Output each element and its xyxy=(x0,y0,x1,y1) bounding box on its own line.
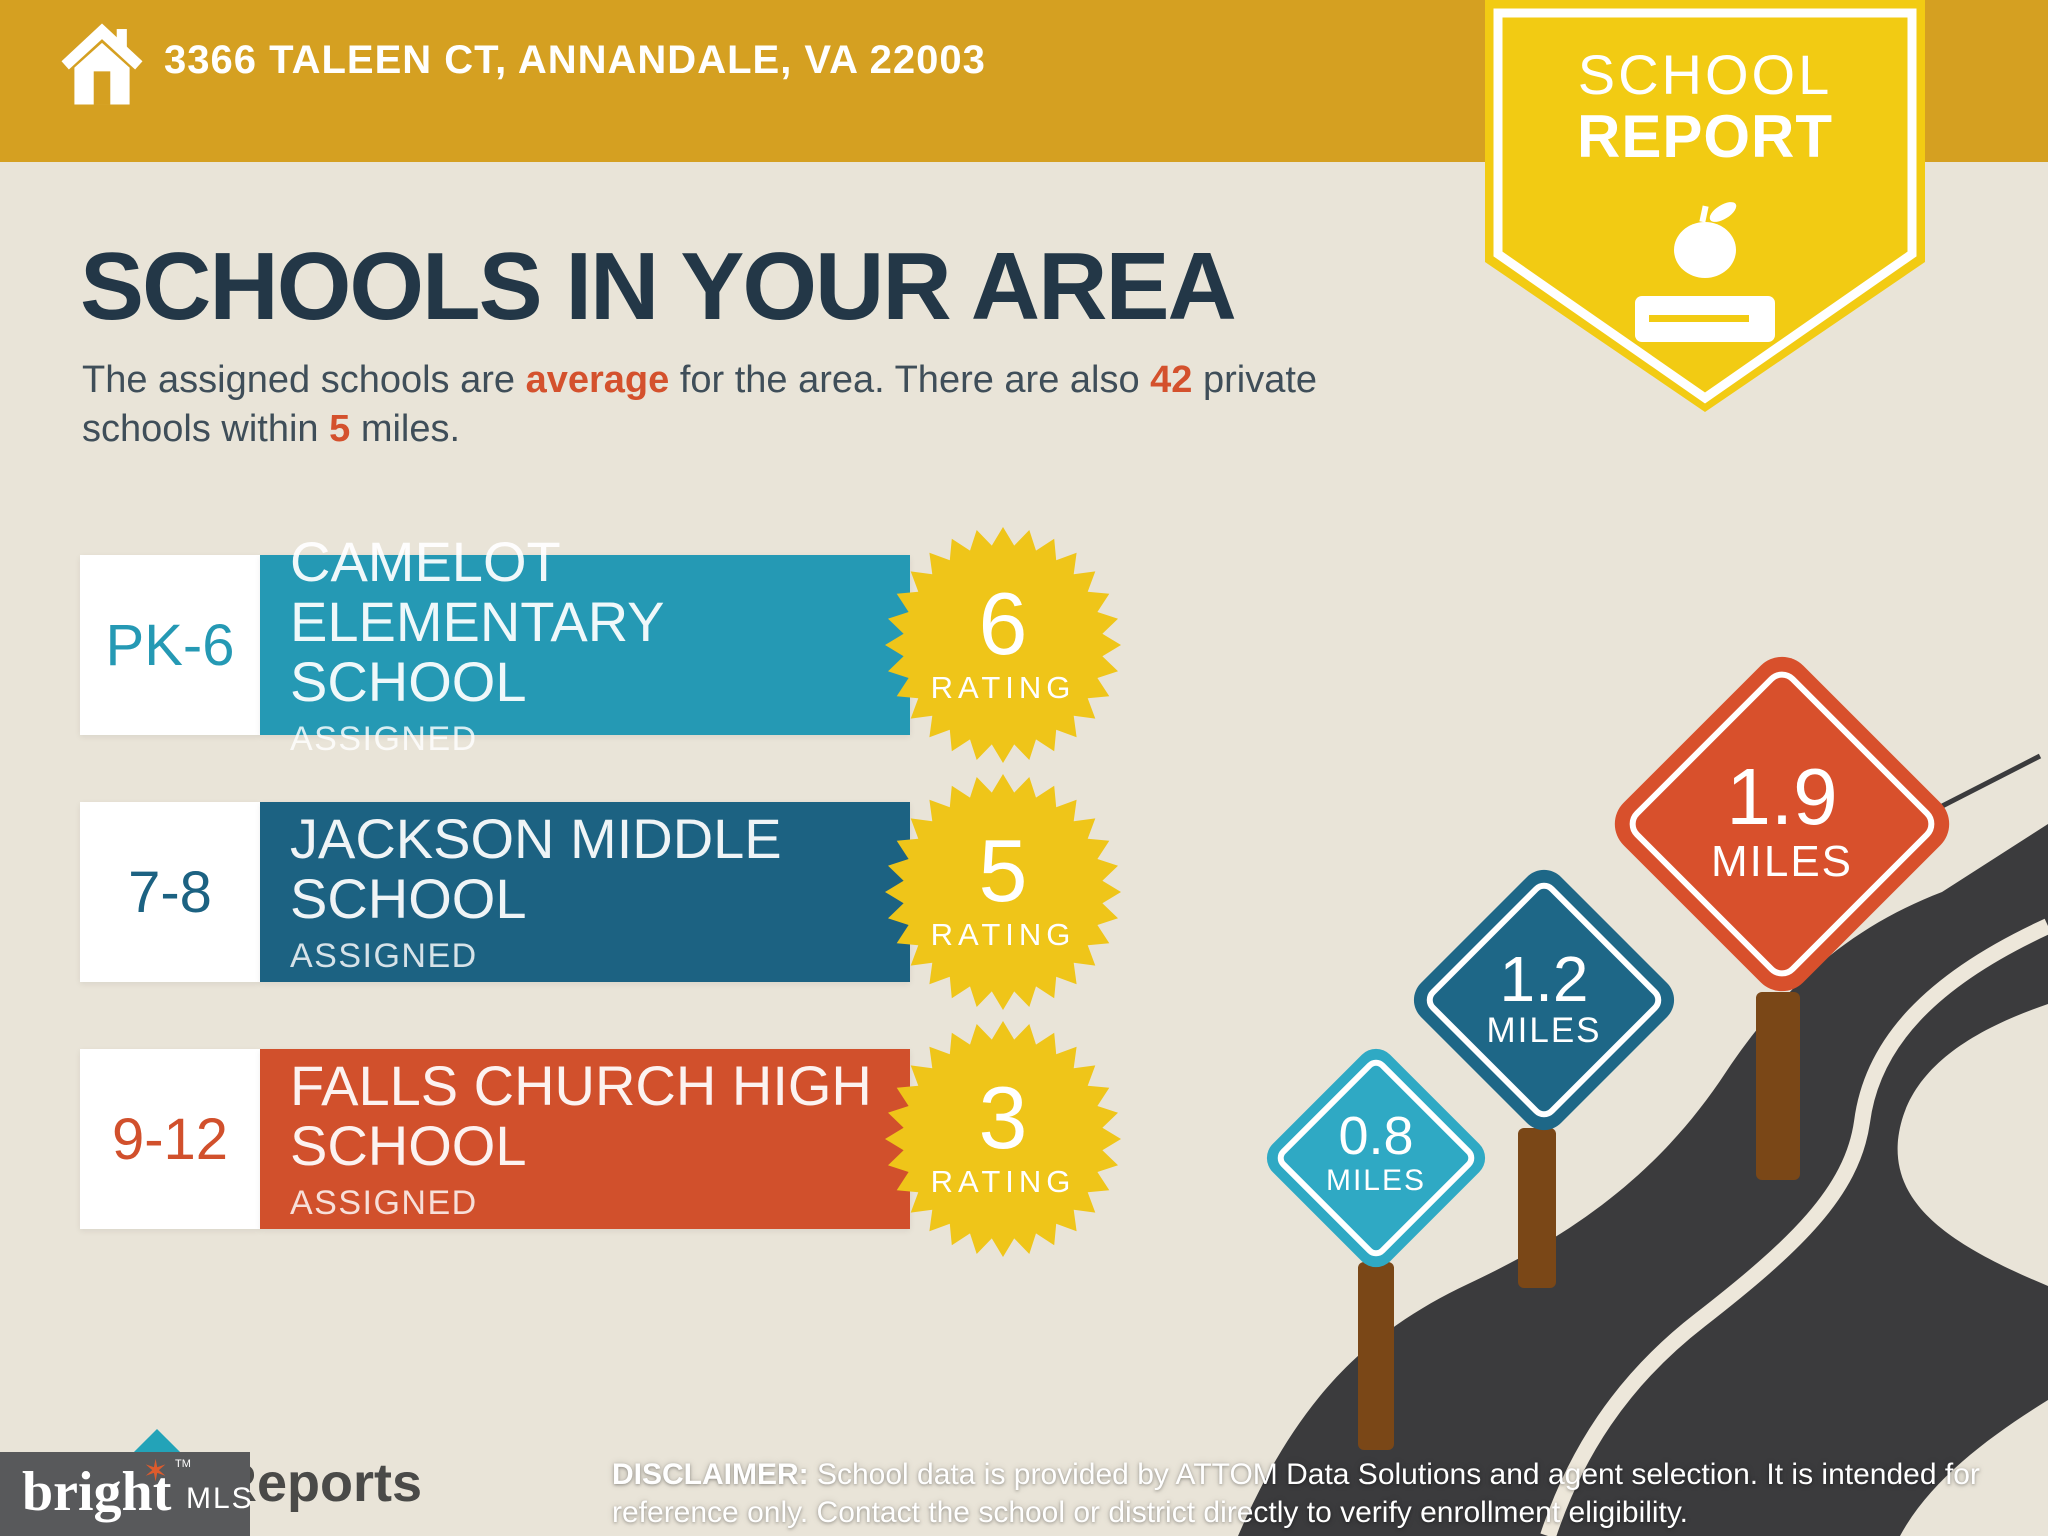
school-row-elementary: PK-6 CAMELOT ELEMENTARY SCHOOL ASSIGNED xyxy=(80,531,1140,758)
apple-on-book-icon xyxy=(1635,202,1775,342)
bright-mls-logo: bright ✶ TM MLS xyxy=(0,1452,252,1536)
rating-value: 3 xyxy=(978,1068,1028,1167)
school-report-ribbon: SCHOOL REPORT xyxy=(1485,0,1925,420)
disclaimer: DISCLAIMER: School data is provided by A… xyxy=(612,1456,2032,1532)
school-name: CAMELOT ELEMENTARY SCHOOL xyxy=(290,529,664,713)
intro-paragraph: The assigned schools are average for the… xyxy=(82,356,1372,454)
rating-badge-content: 5 RATING xyxy=(883,772,1123,1012)
grade-range: 9-12 xyxy=(80,1049,260,1229)
rating-label: RATING xyxy=(930,670,1076,705)
disclaimer-label: DISCLAIMER: xyxy=(612,1458,809,1491)
ribbon-title-line1: SCHOOL xyxy=(1577,43,1833,106)
distance-label-1-2: 1.2 MILES xyxy=(1486,943,1602,1051)
school-bar: JACKSON MIDDLE SCHOOL ASSIGNED xyxy=(260,802,910,982)
school-bar: FALLS CHURCH HIGH SCHOOL ASSIGNED xyxy=(260,1049,910,1229)
intro-text: for the area. There are also xyxy=(669,359,1151,401)
ribbon-title-line2: REPORT xyxy=(1576,103,1834,170)
rating-badge-elementary: 6 RATING xyxy=(883,525,1123,765)
rating-badge-content: 6 RATING xyxy=(883,525,1123,765)
grade-range: PK-6 xyxy=(80,555,260,735)
intro-text: The assigned schools are xyxy=(82,359,526,401)
school-status: ASSIGNED xyxy=(290,936,478,975)
intro-accent-private-count: 42 xyxy=(1150,359,1193,401)
distance-value: 0.8 xyxy=(1338,1105,1414,1166)
home-icon xyxy=(61,23,143,105)
sign-post-mid xyxy=(1518,1128,1556,1288)
intro-text: miles. xyxy=(350,408,461,450)
distance-unit: MILES xyxy=(1710,836,1854,886)
rating-badge-high: 3 RATING xyxy=(883,1019,1123,1259)
road-shape xyxy=(1238,824,2048,1536)
ribbon-shape xyxy=(1485,0,1925,412)
school-bar: CAMELOT ELEMENTARY SCHOOL ASSIGNED xyxy=(260,531,910,758)
trademark-symbol: TM xyxy=(175,1458,191,1470)
grade-range: 7-8 xyxy=(80,802,260,982)
distance-label-0-8: 0.8 MILES xyxy=(1326,1108,1426,1196)
sign-post-near xyxy=(1358,1262,1394,1450)
sign-post-far xyxy=(1756,992,1800,1180)
intro-text: private schools within xyxy=(82,359,1318,450)
rating-label: RATING xyxy=(930,917,1076,952)
disclaimer-text: School data is provided by ATTOM Data So… xyxy=(612,1458,1980,1529)
distance-value: 1.9 xyxy=(1726,751,1838,841)
distance-label-1-9: 1.9 MILES xyxy=(1710,751,1854,886)
rating-badge-middle: 5 RATING xyxy=(883,772,1123,1012)
school-row-high: 9-12 FALLS CHURCH HIGH SCHOOL ASSIGNED xyxy=(80,1049,1140,1229)
school-name: FALLS CHURCH HIGH SCHOOL xyxy=(290,1053,872,1177)
rating-badge-content: 3 RATING xyxy=(883,1019,1123,1259)
intro-accent-miles: 5 xyxy=(329,408,351,450)
intro-accent-average: average xyxy=(525,359,670,401)
rating-label: RATING xyxy=(930,1164,1076,1199)
school-name: JACKSON MIDDLE SCHOOL xyxy=(290,806,782,930)
rating-value: 6 xyxy=(978,574,1028,673)
page-title: SCHOOLS IN YOUR AREA xyxy=(80,233,1237,340)
bright-wordmark: bright xyxy=(22,1461,172,1523)
road-lane-line xyxy=(1540,918,2048,1536)
school-status: ASSIGNED xyxy=(290,719,478,758)
distance-unit: MILES xyxy=(1486,1011,1602,1051)
sparkle-star-icon: ✶ xyxy=(143,1455,169,1488)
distance-value: 1.2 xyxy=(1499,943,1589,1016)
distance-unit: MILES xyxy=(1325,1163,1427,1197)
mls-wordmark: MLS xyxy=(186,1482,254,1515)
reports-logo: Reports xyxy=(218,1453,423,1513)
school-row-middle: 7-8 JACKSON MIDDLE SCHOOL ASSIGNED xyxy=(80,802,1140,982)
property-address: 3366 TALEEN CT, ANNANDALE, VA 22003 xyxy=(164,37,986,82)
rating-value: 5 xyxy=(978,821,1028,920)
school-status: ASSIGNED xyxy=(290,1183,478,1222)
